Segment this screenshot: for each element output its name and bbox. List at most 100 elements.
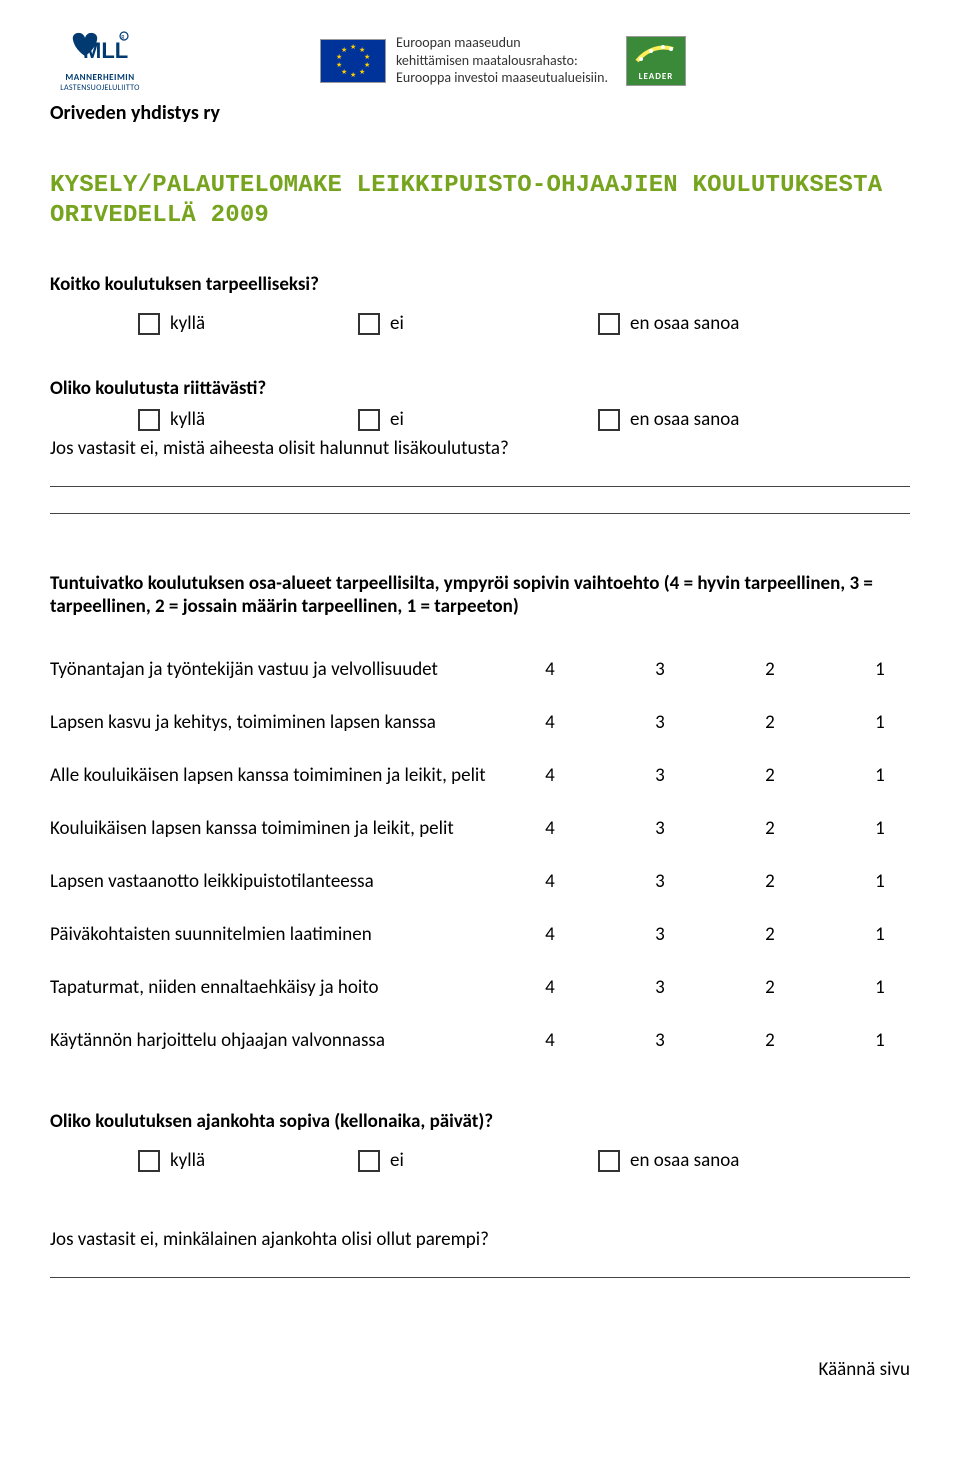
- footer-turn-page: Käännä sivu: [819, 1358, 910, 1381]
- q4-opt-dunno[interactable]: en osaa sanoa: [598, 1149, 739, 1172]
- mll-logo-text1: MANNERHEIMIN: [65, 72, 134, 83]
- rating-option-2[interactable]: 2: [750, 658, 790, 681]
- matrix-row-values: 4 3 2 1: [520, 711, 910, 734]
- rating-option-1[interactable]: 1: [860, 658, 900, 681]
- checkbox-icon[interactable]: [358, 1150, 380, 1172]
- q4-options: kyllä ei en osaa sanoa: [138, 1149, 910, 1172]
- leader-label: LEADER: [627, 71, 685, 82]
- rating-option-1[interactable]: 1: [860, 923, 900, 946]
- rating-option-4[interactable]: 4: [530, 870, 570, 893]
- rating-option-4[interactable]: 4: [530, 923, 570, 946]
- checkbox-icon[interactable]: [138, 409, 160, 431]
- matrix-row-label: Tapaturmat, niiden ennaltaehkäisy ja hoi…: [50, 976, 520, 999]
- rating-option-3[interactable]: 3: [640, 1029, 680, 1052]
- q2-opt-yes[interactable]: kyllä: [138, 408, 358, 431]
- rating-option-1[interactable]: 1: [860, 976, 900, 999]
- checkbox-icon[interactable]: [358, 409, 380, 431]
- org-name: Oriveden yhdistys ry: [50, 101, 910, 125]
- q2-opt-no[interactable]: ei: [358, 408, 598, 431]
- eu-text: Euroopan maaseudun kehittämisen maatalou…: [396, 34, 608, 87]
- q1-opt-yes[interactable]: kyllä: [138, 312, 358, 335]
- eu-text-l1: Euroopan maaseudun: [396, 34, 608, 52]
- checkbox-icon[interactable]: [138, 1150, 160, 1172]
- rating-option-4[interactable]: 4: [530, 711, 570, 734]
- q4-text: Oliko koulutuksen ajankohta sopiva (kell…: [50, 1110, 910, 1133]
- eu-text-l3: Eurooppa investoi maaseutualueisiin.: [396, 69, 608, 87]
- matrix-row: Kouluikäisen lapsen kanssa toimiminen ja…: [50, 817, 910, 840]
- checkbox-icon[interactable]: [598, 1150, 620, 1172]
- checkbox-icon[interactable]: [138, 313, 160, 335]
- matrix-row: Päiväkohtaisten suunnitelmien laatiminen…: [50, 923, 910, 946]
- matrix-row-label: Päiväkohtaisten suunnitelmien laatiminen: [50, 923, 520, 946]
- rating-option-2[interactable]: 2: [750, 817, 790, 840]
- rating-option-4[interactable]: 4: [530, 764, 570, 787]
- opt-no-label: ei: [390, 312, 404, 335]
- q1-opt-no[interactable]: ei: [358, 312, 598, 335]
- rating-option-1[interactable]: 1: [860, 817, 900, 840]
- rating-option-4[interactable]: 4: [530, 658, 570, 681]
- opt-no-label: ei: [390, 408, 404, 431]
- opt-yes-label: kyllä: [170, 1149, 205, 1172]
- rating-option-1[interactable]: 1: [860, 1029, 900, 1052]
- rating-option-4[interactable]: 4: [530, 817, 570, 840]
- rating-option-3[interactable]: 3: [640, 764, 680, 787]
- q2-opt-dunno[interactable]: en osaa sanoa: [598, 408, 739, 431]
- rating-option-3[interactable]: 3: [640, 658, 680, 681]
- rating-option-2[interactable]: 2: [750, 1029, 790, 1052]
- rating-option-4[interactable]: 4: [530, 1029, 570, 1052]
- opt-no-label: ei: [390, 1149, 404, 1172]
- rating-option-3[interactable]: 3: [640, 976, 680, 999]
- rating-option-3[interactable]: 3: [640, 923, 680, 946]
- matrix-row-label: Lapsen kasvu ja kehitys, toimiminen laps…: [50, 711, 520, 734]
- q4-opt-no[interactable]: ei: [358, 1149, 598, 1172]
- q5-text: Jos vastasit ei, minkälainen ajankohta o…: [50, 1228, 910, 1251]
- rating-option-3[interactable]: 3: [640, 817, 680, 840]
- checkbox-icon[interactable]: [598, 313, 620, 335]
- q2: Oliko koulutusta riittävästi? kyllä ei e…: [50, 377, 910, 460]
- rating-option-3[interactable]: 3: [640, 870, 680, 893]
- matrix-row-label: Kouluikäisen lapsen kanssa toimiminen ja…: [50, 817, 520, 840]
- footer: . Käännä sivu: [50, 1358, 910, 1381]
- rating-option-1[interactable]: 1: [860, 870, 900, 893]
- opt-dunno-label: en osaa sanoa: [630, 312, 739, 335]
- write-line[interactable]: [50, 1277, 910, 1278]
- matrix-row-label: Käytännön harjoittelu ohjaajan valvonnas…: [50, 1029, 520, 1052]
- rating-option-2[interactable]: 2: [750, 870, 790, 893]
- matrix-row: Lapsen vastaanotto leikkipuistotilantees…: [50, 870, 910, 893]
- matrix-row-label: Alle kouluikäisen lapsen kanssa toimimin…: [50, 764, 520, 787]
- write-line[interactable]: [50, 513, 910, 514]
- matrix-row: Työnantajan ja työntekijän vastuu ja vel…: [50, 658, 910, 681]
- q1-text: Koitko koulutuksen tarpeelliseksi?: [50, 273, 910, 296]
- q2-follow: Jos vastasit ei, mistä aiheesta olisit h…: [50, 437, 910, 460]
- matrix-row: Käytännön harjoittelu ohjaajan valvonnas…: [50, 1029, 910, 1052]
- rating-option-2[interactable]: 2: [750, 923, 790, 946]
- write-line[interactable]: [50, 486, 910, 487]
- checkbox-icon[interactable]: [358, 313, 380, 335]
- matrix-row: Tapaturmat, niiden ennaltaehkäisy ja hoi…: [50, 976, 910, 999]
- matrix-row-values: 4 3 2 1: [520, 658, 910, 681]
- leader-logo-icon: LEADER: [626, 36, 686, 86]
- rating-option-3[interactable]: 3: [640, 711, 680, 734]
- eu-flag-icon: ★ ★ ★ ★ ★ ★ ★ ★ ★ ★: [320, 39, 386, 83]
- matrix-row-values: 4 3 2 1: [520, 764, 910, 787]
- mll-logo: MLL R MANNERHEIMIN LASTENSUOJELULIITTO: [50, 28, 150, 93]
- q2-write-lines: [50, 486, 910, 514]
- rating-option-2[interactable]: 2: [750, 711, 790, 734]
- matrix-row-values: 4 3 2 1: [520, 1029, 910, 1052]
- matrix-row: Alle kouluikäisen lapsen kanssa toimimin…: [50, 764, 910, 787]
- rating-option-1[interactable]: 1: [860, 711, 900, 734]
- svg-text:MLL: MLL: [83, 38, 128, 63]
- title-line2: ORIVEDELLÄ 2009: [50, 201, 910, 231]
- rating-option-1[interactable]: 1: [860, 764, 900, 787]
- matrix-row-values: 4 3 2 1: [520, 817, 910, 840]
- q4-opt-yes[interactable]: kyllä: [138, 1149, 358, 1172]
- checkbox-icon[interactable]: [598, 409, 620, 431]
- rating-option-4[interactable]: 4: [530, 976, 570, 999]
- opt-dunno-label: en osaa sanoa: [630, 1149, 739, 1172]
- rating-option-2[interactable]: 2: [750, 976, 790, 999]
- mll-logo-icon: MLL R: [65, 28, 135, 70]
- q1-opt-dunno[interactable]: en osaa sanoa: [598, 312, 739, 335]
- eu-text-l2: kehittämisen maatalousrahasto:: [396, 52, 608, 70]
- q2-text: Oliko koulutusta riittävästi?: [50, 377, 910, 400]
- rating-option-2[interactable]: 2: [750, 764, 790, 787]
